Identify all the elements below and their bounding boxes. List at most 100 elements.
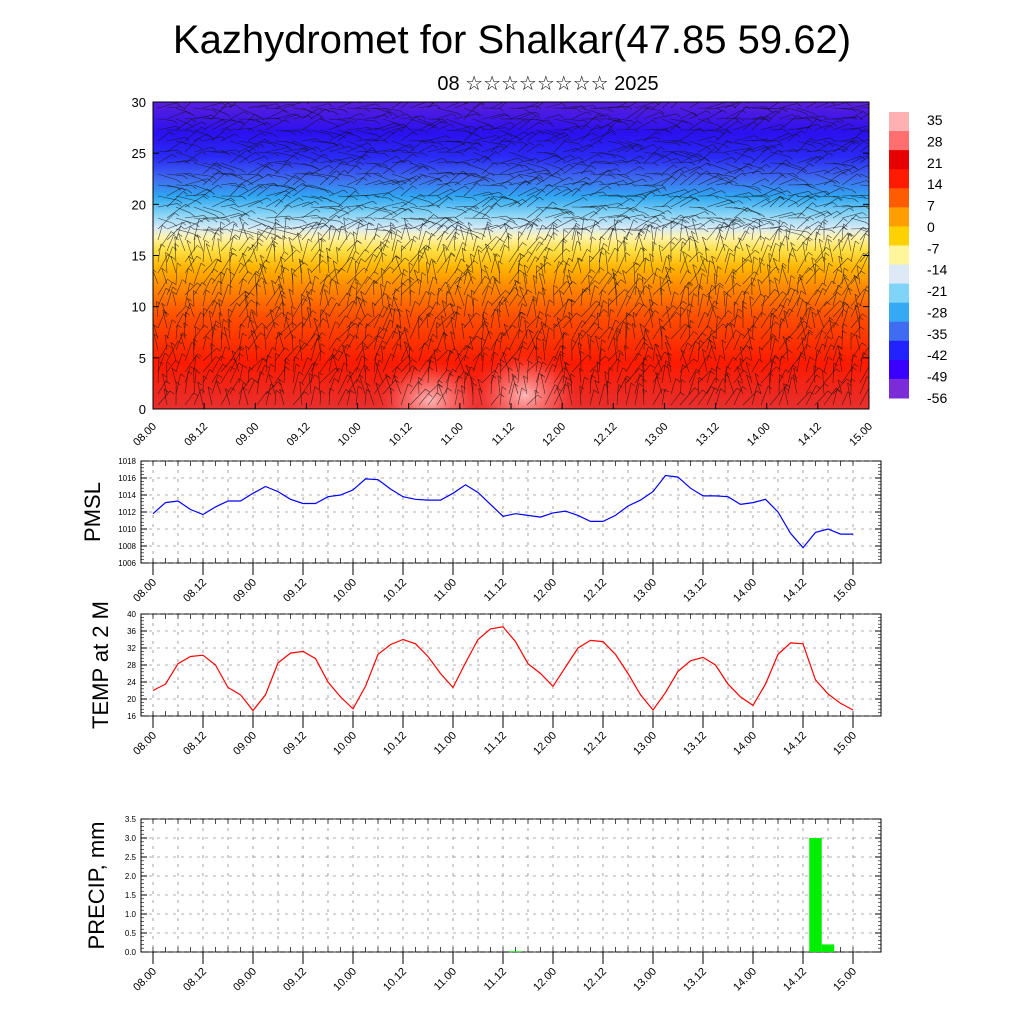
wind-barb-flag <box>407 208 413 212</box>
wind-barb-flag <box>504 113 509 117</box>
wind-barb-flag <box>877 235 881 238</box>
wind-barb-flag <box>600 236 606 240</box>
wind-barb <box>193 206 216 216</box>
wind-barb <box>400 131 414 142</box>
wind-barb-flag <box>627 322 632 326</box>
wind-barb-flag <box>624 122 629 126</box>
wind-barb <box>706 199 730 208</box>
wind-barb-flag <box>472 382 478 387</box>
wind-barb <box>751 145 773 153</box>
wind-barb <box>760 308 774 329</box>
wind-barb <box>535 224 543 241</box>
wind-barb <box>472 297 475 318</box>
wind-barb <box>238 140 261 145</box>
wind-barb-flag <box>638 368 644 372</box>
wind-barb <box>337 173 353 177</box>
wind-barb <box>202 369 210 384</box>
wind-barb-flag <box>608 125 613 129</box>
wind-barb-flag <box>697 152 703 157</box>
wind-barb-flag <box>810 137 816 142</box>
wind-barb-flag <box>747 259 753 263</box>
wind-barb-flag <box>245 213 250 217</box>
wind-barb-flag <box>189 124 194 128</box>
wind-barb <box>337 218 360 230</box>
wind-barb <box>652 343 656 362</box>
wind-barb-flag <box>234 203 240 208</box>
wind-barb <box>467 222 474 241</box>
wind-barb-flag <box>367 313 372 318</box>
wind-barb <box>238 114 256 131</box>
wind-barb <box>697 136 715 142</box>
wind-barb <box>688 170 707 186</box>
wind-barb <box>307 307 312 329</box>
wind-barb <box>238 210 252 219</box>
wind-barb <box>580 180 600 186</box>
wind-barb <box>598 300 604 318</box>
wind-barb-flag <box>285 217 291 221</box>
wind-barb-flag <box>365 382 371 387</box>
wind-barb <box>310 151 329 160</box>
wind-barb <box>724 217 742 221</box>
wind-barb <box>323 289 330 307</box>
wind-barb <box>517 131 533 142</box>
wind-barb <box>305 290 312 307</box>
wind-barb-flag <box>177 203 182 207</box>
wind-barb-flag <box>348 145 353 150</box>
wind-barb-flag <box>156 301 161 305</box>
wind-barb <box>391 160 409 164</box>
wind-barb <box>535 373 540 395</box>
wind-barb <box>706 285 712 307</box>
pmsl-line <box>152 474 853 549</box>
wind-barb <box>438 384 447 406</box>
wind-barb <box>211 172 233 175</box>
wind-barb <box>301 107 319 120</box>
wind-barb-flag <box>362 299 368 303</box>
wind-barb <box>751 359 760 373</box>
wind-barb <box>229 213 246 219</box>
wind-barb-flag <box>877 186 881 189</box>
wind-barb <box>247 323 262 340</box>
wind-barb-flag <box>748 96 752 99</box>
wind-barb-flag <box>606 114 611 118</box>
wind-barb-flag <box>534 222 539 227</box>
wind-barb <box>382 227 393 241</box>
wind-barb <box>670 216 686 230</box>
wind-barb <box>247 223 263 230</box>
wind-barb-flag <box>535 158 540 162</box>
wind-barb-flag <box>583 217 588 221</box>
y-tick-label: 32 <box>127 644 136 653</box>
wind-barb <box>769 387 785 406</box>
wind-barb-flag <box>368 334 373 338</box>
wind-barb <box>769 102 781 109</box>
wind-barb <box>481 145 502 153</box>
wind-barb <box>576 232 582 252</box>
wind-barb-flag <box>404 257 410 262</box>
wind-barb-flag <box>394 219 399 223</box>
wind-barb <box>787 320 804 340</box>
wind-barb-flag <box>197 145 203 150</box>
wind-barb-flag <box>254 380 259 384</box>
wind-barb <box>490 363 499 384</box>
wind-barb <box>553 345 561 362</box>
wind-barb <box>526 143 540 153</box>
wind-barb-flag <box>224 388 230 392</box>
wind-barb-flag <box>365 154 370 159</box>
wind-barb-flag <box>628 313 634 318</box>
wind-barb <box>193 146 212 153</box>
wind-barb-flag <box>688 281 693 286</box>
wind-barb-flag <box>733 181 739 185</box>
wind-barb <box>796 124 818 131</box>
wind-barb <box>588 275 591 296</box>
wind-barb <box>180 333 186 351</box>
wind-barb-flag <box>773 307 778 312</box>
wind-barb <box>670 140 688 144</box>
wind-barb <box>256 151 275 154</box>
wind-barb <box>382 186 401 197</box>
wind-barb-flag <box>177 324 182 329</box>
wind-barb-flag <box>767 116 772 120</box>
wind-barb-flag <box>571 299 576 303</box>
wind-barb-flag <box>706 162 712 167</box>
wind-barb <box>643 328 646 351</box>
wind-barb <box>697 129 721 132</box>
wind-barb-flag <box>432 260 437 265</box>
